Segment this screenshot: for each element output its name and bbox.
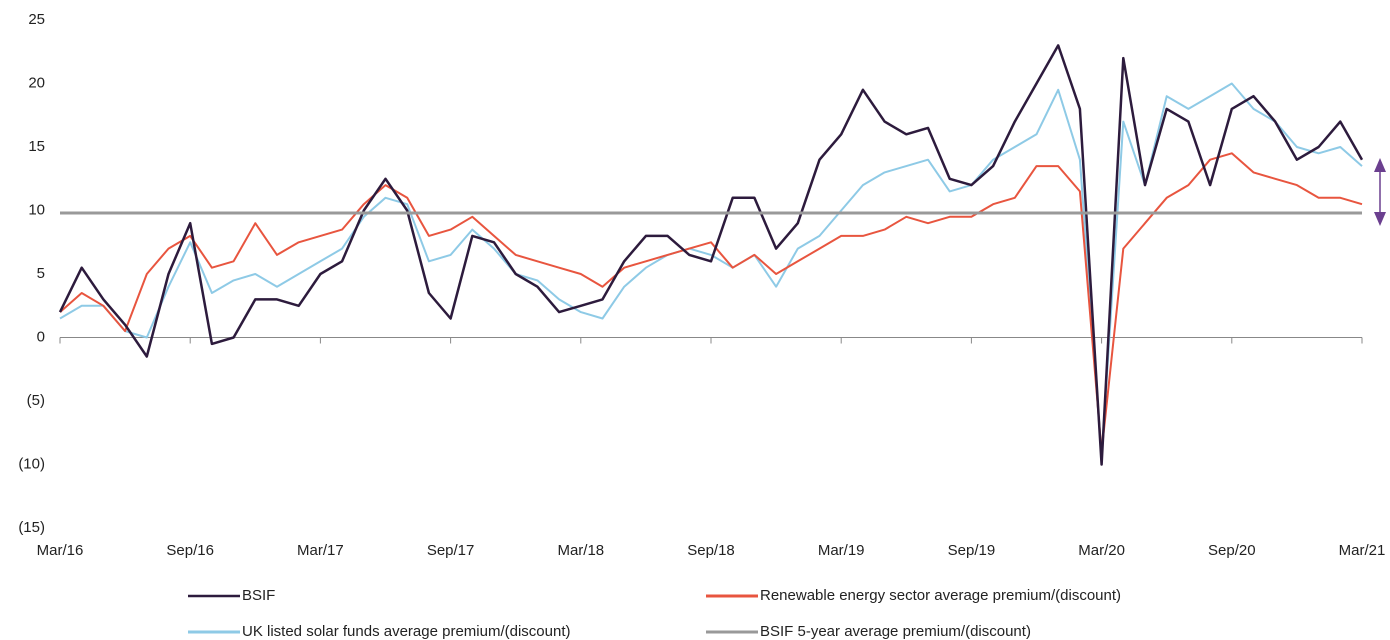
y-tick-label: 20 <box>28 74 45 91</box>
x-tick-label: Sep/20 <box>1208 542 1256 559</box>
y-tick-label: 5 <box>37 265 45 282</box>
x-tick-label: Mar/17 <box>297 542 344 559</box>
y-tick-label: 25 <box>28 11 45 28</box>
series-line <box>58 44 1364 466</box>
x-tick-label: Mar/20 <box>1078 542 1125 559</box>
x-tick-label: Sep/18 <box>687 542 735 559</box>
x-tick-label: Mar/19 <box>818 542 865 559</box>
x-tick-label: Mar/16 <box>37 542 84 559</box>
x-tick-label: Sep/17 <box>427 542 475 559</box>
x-tick-label: Sep/19 <box>948 542 996 559</box>
arrow-head <box>1374 158 1386 172</box>
y-tick-label: 10 <box>28 201 45 218</box>
series-line <box>59 82 1363 460</box>
series-line <box>59 152 1363 453</box>
y-tick-label: 0 <box>37 328 45 345</box>
y-tick-label: (10) <box>18 455 45 472</box>
x-tick-label: Sep/16 <box>166 542 214 559</box>
x-tick-label: Mar/18 <box>557 542 604 559</box>
legend-label: BSIF 5-year average premium/(discount) <box>760 623 1031 640</box>
x-tick-label: Mar/21 <box>1339 542 1386 559</box>
arrow-head <box>1374 212 1386 226</box>
legend-label: Renewable energy sector average premium/… <box>760 587 1121 604</box>
y-tick-label: (15) <box>18 519 45 536</box>
y-tick-label: 15 <box>28 138 45 155</box>
y-tick-label: (5) <box>27 392 45 409</box>
legend-label: BSIF <box>242 587 275 604</box>
range-arrow <box>1374 158 1386 226</box>
legend-label: UK listed solar funds average premium/(d… <box>242 623 570 640</box>
